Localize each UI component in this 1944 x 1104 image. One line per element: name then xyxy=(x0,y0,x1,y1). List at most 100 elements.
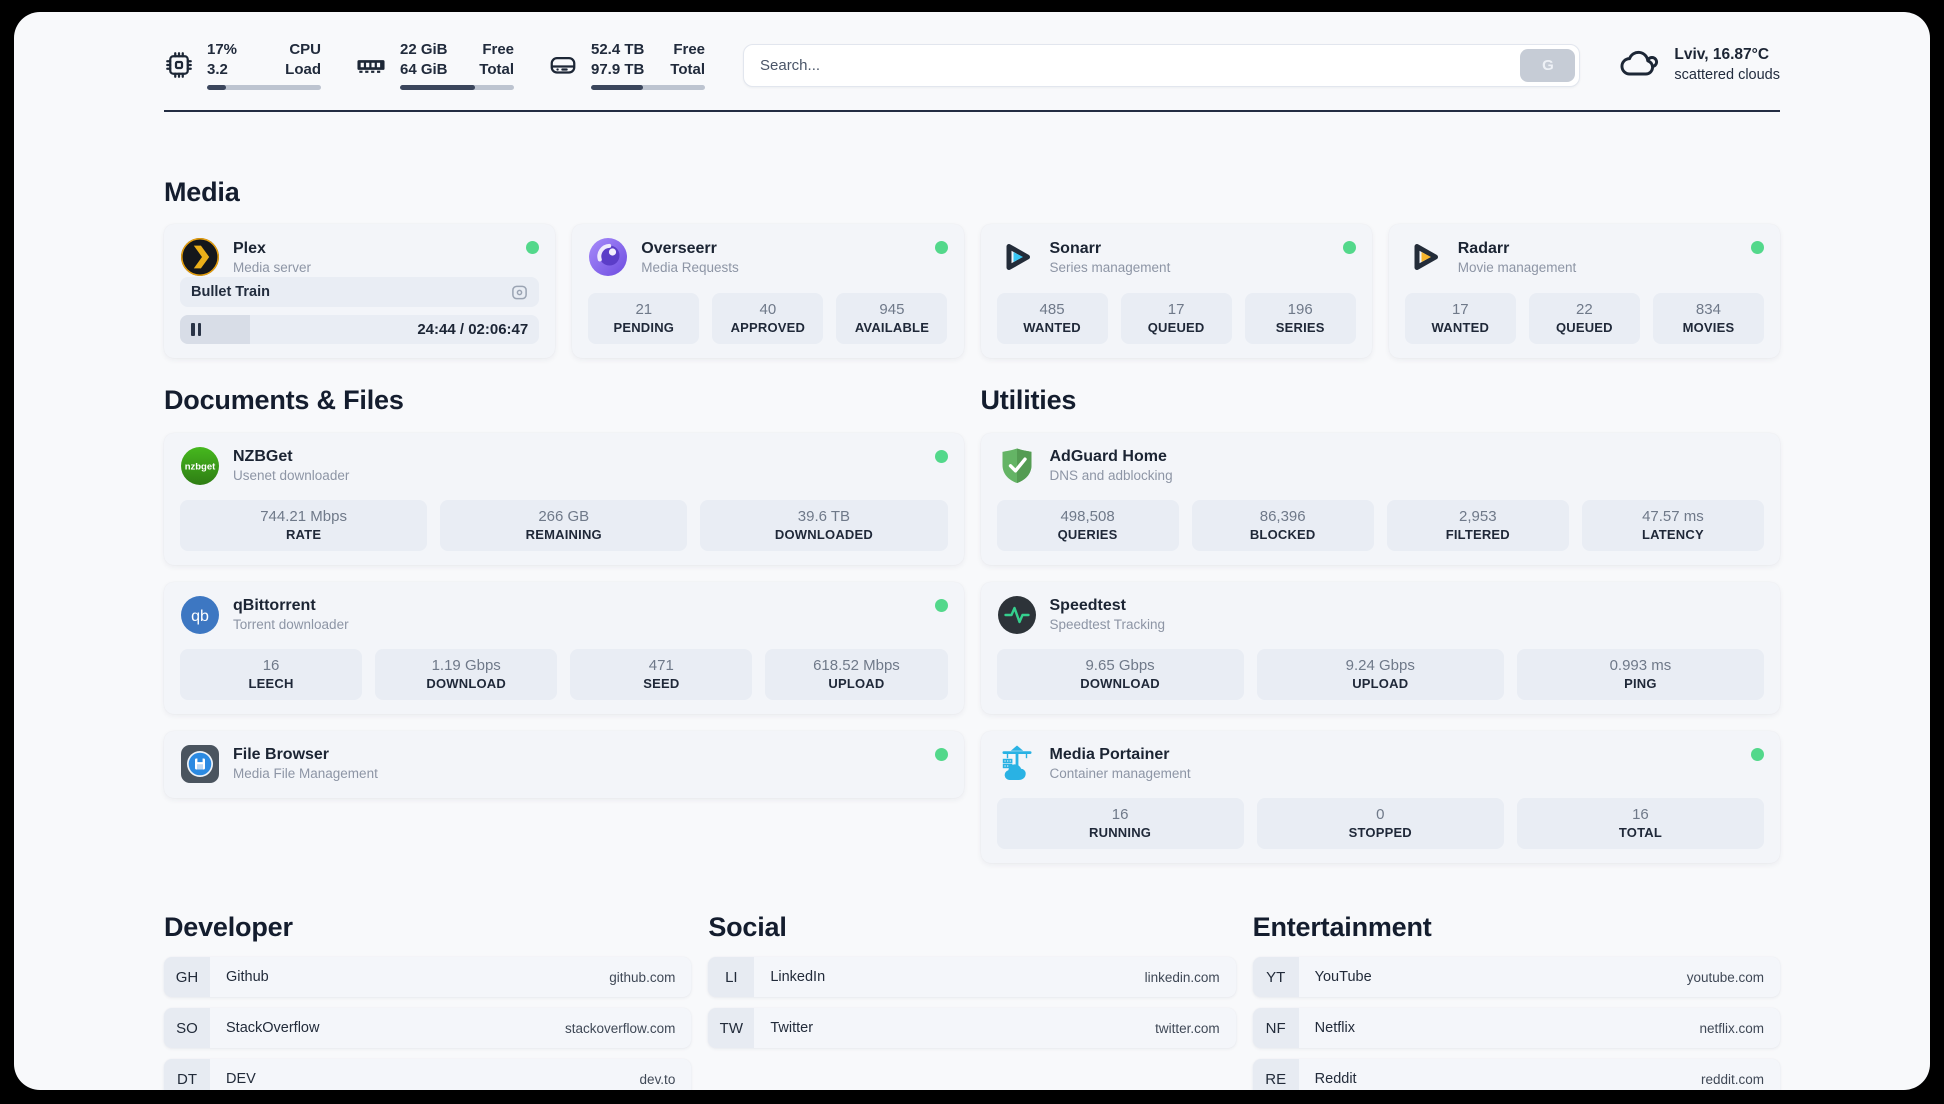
stat-box: 0 STOPPED xyxy=(1256,797,1504,849)
stat-value: 47.57 ms xyxy=(1642,507,1704,525)
link-url: linkedin.com xyxy=(1144,969,1220,985)
stat-label: PING xyxy=(1624,675,1657,691)
storage-free-label: Free xyxy=(673,41,705,58)
stat-box: 16 TOTAL xyxy=(1516,797,1765,849)
stat-label: QUERIES xyxy=(1057,526,1118,542)
link-groups: Developer GH Github github.com SO StackO… xyxy=(164,911,1780,1090)
link-name: YouTube xyxy=(1314,969,1372,986)
stat-label: BLOCKED xyxy=(1249,526,1316,542)
stat-box: 47.57 ms LATENCY xyxy=(1581,499,1764,551)
app-name: Sonarr xyxy=(1049,239,1102,257)
link-row-youtube[interactable]: YT YouTube youtube.com xyxy=(1252,957,1780,998)
app-name: Radarr xyxy=(1457,239,1510,257)
section-title-entertainment: Entertainment xyxy=(1252,911,1432,942)
screen-icon[interactable] xyxy=(511,284,528,301)
link-row-reddit[interactable]: RE Reddit reddit.com xyxy=(1252,1059,1780,1090)
app-description: Media server xyxy=(233,259,312,275)
stat-value: 17 xyxy=(1167,301,1185,319)
app-card-plex[interactable]: Plex Media server Bullet Train 24:44 / 0… xyxy=(164,224,556,359)
app-card-radarr[interactable]: Radarr Movie management 17 WANTED 22 QUE… xyxy=(1388,224,1780,359)
cpu-usage-value: 17% xyxy=(207,41,238,58)
storage-total-value: 97.9 TB xyxy=(591,60,645,78)
app-description: Torrent downloader xyxy=(233,617,349,633)
app-card-media-portainer[interactable]: Media Portainer Container management 16 … xyxy=(980,730,1780,863)
app-card-sonarr[interactable]: Sonarr Series management 485 WANTED 17 Q… xyxy=(980,224,1372,359)
stat-value: 498,508 xyxy=(1060,507,1115,525)
system-monitors: 17% 3.2 CPU Load xyxy=(164,40,705,90)
cpu-monitor: 17% 3.2 CPU Load xyxy=(164,40,321,90)
cpu-load-label: Load xyxy=(285,60,321,78)
stat-label: DOWNLOADED xyxy=(774,526,873,542)
stat-label: RUNNING xyxy=(1089,824,1152,840)
app-description: Usenet downloader xyxy=(233,468,350,484)
link-row-github[interactable]: GH Github github.com xyxy=(164,957,692,998)
plex-icon xyxy=(180,237,220,277)
app-card-adguard-home[interactable]: AdGuard Home DNS and adblocking 498,508 … xyxy=(980,432,1780,565)
link-badge: YT xyxy=(1252,957,1299,998)
memory-usage-bar xyxy=(400,85,514,90)
memory-free-value: 22 GiB xyxy=(400,41,448,58)
storage-total-label: Total xyxy=(670,60,705,78)
stat-value: 16 xyxy=(262,656,280,674)
link-url: netflix.com xyxy=(1699,1020,1764,1036)
stat-value: 9.24 Gbps xyxy=(1345,656,1415,674)
link-row-stackoverflow[interactable]: SO StackOverflow stackoverflow.com xyxy=(164,1008,692,1049)
link-row-linkedin[interactable]: LI LinkedIn linkedin.com xyxy=(708,957,1236,998)
search-input[interactable] xyxy=(743,43,1581,87)
stats-row: 9.65 Gbps DOWNLOAD 9.24 Gbps UPLOAD 0.99… xyxy=(996,635,1765,700)
pause-icon[interactable] xyxy=(191,323,201,337)
app-card-file-browser[interactable]: File Browser Media File Management xyxy=(164,730,964,798)
app-description: Speedtest Tracking xyxy=(1049,617,1166,633)
nzbget-icon: nzbget xyxy=(180,446,220,486)
stat-label: LEECH xyxy=(248,675,294,691)
stat-box: 2,953 FILTERED xyxy=(1386,499,1569,551)
stat-box: 485 WANTED xyxy=(996,293,1108,345)
stats-row: 17 WANTED 22 QUEUED 834 MOVIES xyxy=(1404,279,1764,345)
link-name: Reddit xyxy=(1314,1071,1357,1088)
search-engine-button[interactable]: G xyxy=(1520,48,1576,82)
link-badge: TW xyxy=(708,1008,755,1049)
cpu-load-value: 3.2 xyxy=(207,60,228,78)
link-badge: GH xyxy=(164,957,210,998)
app-card-qbittorrent[interactable]: qb qBittorrent Torrent downloader 16 LEE… xyxy=(164,581,964,714)
section-documents: Documents & Files nzbget NZBGet Usenet d… xyxy=(164,384,964,798)
stat-label: LATENCY xyxy=(1642,526,1704,542)
stat-value: 0 xyxy=(1376,805,1385,823)
dashboard-page: 17% 3.2 CPU Load xyxy=(14,12,1930,1090)
playback-time: 24:44 / 02:06:47 xyxy=(417,321,529,339)
memory-total-value: 64 GiB xyxy=(400,60,448,78)
link-name: Github xyxy=(226,969,269,986)
qbittorrent-icon: qb xyxy=(180,595,220,635)
link-url: reddit.com xyxy=(1700,1071,1764,1087)
stat-box: 9.24 Gbps UPLOAD xyxy=(1256,648,1504,700)
link-row-twitter[interactable]: TW Twitter twitter.com xyxy=(708,1008,1236,1049)
storage-usage-fill xyxy=(591,85,644,90)
social-links: LI LinkedIn linkedin.com TW Twitter twit… xyxy=(708,957,1236,1049)
stat-value: 21 xyxy=(635,301,653,319)
stat-box: 1.19 Gbps DOWNLOAD xyxy=(375,648,558,700)
link-url: github.com xyxy=(609,969,676,985)
header-divider xyxy=(164,110,1780,112)
section-title-social: Social xyxy=(708,911,787,942)
weather-location-temp: Lviv, 16.87°C xyxy=(1674,45,1770,63)
app-card-speedtest[interactable]: Speedtest Speedtest Tracking 9.65 Gbps D… xyxy=(980,581,1780,714)
stat-label: WANTED xyxy=(1023,320,1081,336)
stat-label: FILTERED xyxy=(1445,526,1510,542)
link-row-netflix[interactable]: NF Netflix netflix.com xyxy=(1252,1008,1780,1049)
app-card-nzbget[interactable]: nzbget NZBGet Usenet downloader 744.21 M… xyxy=(164,432,964,565)
entertainment-links: YT YouTube youtube.com NF Netflix netfli… xyxy=(1252,957,1780,1090)
app-header: Overseerr Media Requests xyxy=(588,237,948,277)
stat-label: PENDING xyxy=(613,320,675,336)
app-card-overseerr[interactable]: Overseerr Media Requests 21 PENDING 40 A… xyxy=(572,224,964,359)
link-row-dev[interactable]: DT DEV dev.to xyxy=(164,1059,692,1090)
stat-box: 744.21 Mbps RATE xyxy=(180,499,428,551)
filebrowser-icon xyxy=(180,744,220,784)
app-header: nzbget NZBGet Usenet downloader xyxy=(180,446,948,486)
link-badge: NF xyxy=(1252,1008,1299,1049)
section-media: Media Plex Media server Bullet Train 24:… xyxy=(164,176,1780,359)
stat-label: STOPPED xyxy=(1348,824,1412,840)
documents-cards: nzbget NZBGet Usenet downloader 744.21 M… xyxy=(164,432,964,798)
section-title-utilities: Utilities xyxy=(980,385,1077,416)
section-utilities: Utilities AdGuard Home DNS and adblockin… xyxy=(980,384,1780,863)
link-url: twitter.com xyxy=(1155,1020,1220,1036)
